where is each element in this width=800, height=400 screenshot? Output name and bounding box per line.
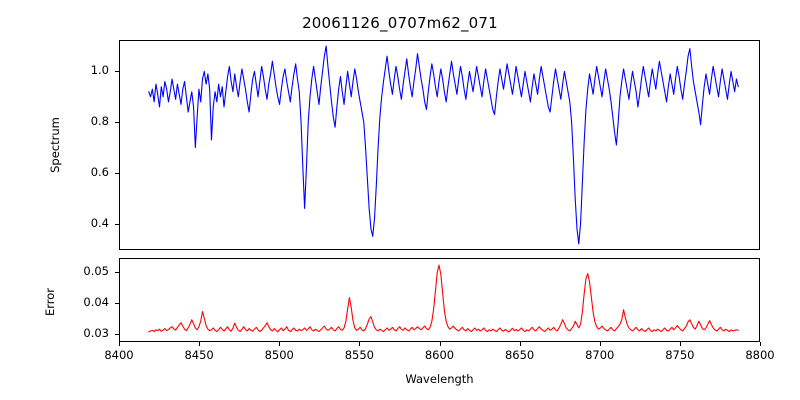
tick-mark <box>115 224 119 226</box>
tick-mark <box>199 342 201 346</box>
x-axis-label: Wavelength <box>405 372 474 386</box>
tick-mark <box>115 303 119 305</box>
tick-mark <box>115 121 119 124</box>
tick-mark <box>439 342 441 346</box>
spectrum-y-axis-label: Spectrum <box>48 117 62 173</box>
error-plot-area <box>119 258 760 342</box>
x-tick-label-8600: 8600 <box>424 348 455 362</box>
tick-mark <box>519 342 521 346</box>
x-tick-label-8700: 8700 <box>585 348 615 362</box>
spectrum-y-tick-label-0.6: 0.6 <box>90 165 109 180</box>
spectrum-y-tick-label-1.0: 1.0 <box>90 62 109 77</box>
tick-mark <box>115 334 119 336</box>
spectrum-line-series <box>148 45 739 245</box>
tick-mark <box>115 272 119 274</box>
figure-title: 20061126_0707m62_071 <box>302 14 498 32</box>
tick-mark <box>119 342 121 346</box>
tick-mark <box>115 173 119 175</box>
x-tick-label-8650: 8650 <box>504 348 535 362</box>
error-y-tick-label-0.03: 0.03 <box>83 326 109 341</box>
x-tick-label-8450: 8450 <box>184 348 214 362</box>
error-y-tick-label-0.05: 0.05 <box>83 264 109 278</box>
x-tick-label-8550: 8550 <box>344 348 375 362</box>
tick-mark <box>115 70 119 72</box>
tick-mark <box>599 342 601 346</box>
tick-mark <box>279 342 281 346</box>
tick-mark <box>760 342 762 346</box>
x-tick-label-8500: 8500 <box>264 348 294 362</box>
spectrum-plot-area <box>119 40 760 250</box>
error-line-series <box>148 264 739 333</box>
x-tick-label-8750: 8750 <box>665 348 695 362</box>
x-tick-label-8400: 8400 <box>104 348 134 362</box>
error-y-axis-label: Error <box>43 287 57 317</box>
error-y-tick-label-0.04: 0.04 <box>83 295 109 310</box>
tick-mark <box>679 342 681 346</box>
spectrum-y-tick-label-0.4: 0.4 <box>90 216 109 231</box>
x-tick-label-8800: 8800 <box>745 348 775 362</box>
spectrum-y-tick-label-0.8: 0.8 <box>90 113 109 128</box>
tick-mark <box>359 342 361 346</box>
